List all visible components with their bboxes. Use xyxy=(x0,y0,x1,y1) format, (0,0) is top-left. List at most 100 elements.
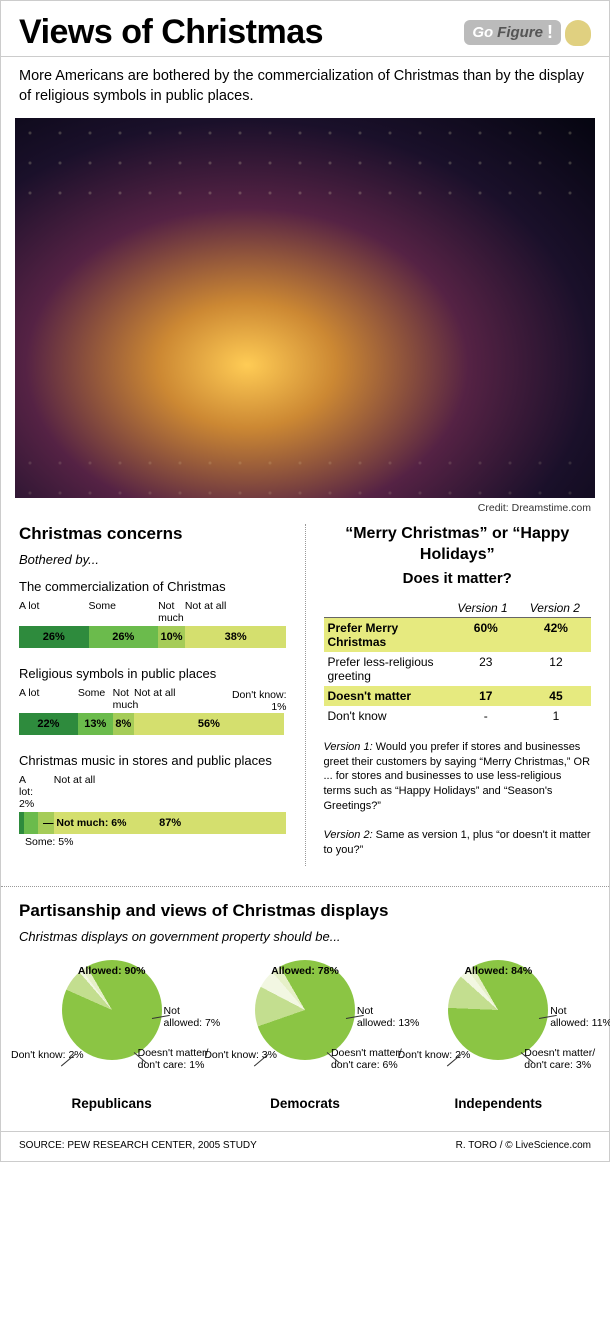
pref-row: Prefer less-religious greeting2312 xyxy=(324,652,592,686)
pref-cell-v2: 45 xyxy=(521,686,591,706)
pref-rows: Prefer Merry Christmas60%42%Prefer less-… xyxy=(324,618,592,726)
badge-mascot-icon xyxy=(565,20,591,46)
mid-columns: Christmas concerns Bothered by... The co… xyxy=(1,524,609,886)
gofigure-badge: GoFigure! xyxy=(464,20,591,46)
segment-label: Not much xyxy=(158,600,185,624)
version-note-2: Version 2: Same as version 1, plus “or d… xyxy=(324,828,592,858)
v2-label: Version 2: xyxy=(324,829,373,841)
pref-cell-v2: 12 xyxy=(521,652,591,686)
segment-label: A lot xyxy=(19,687,78,711)
stacked-bar: 22%13%8%56% xyxy=(19,713,287,735)
bar-segment xyxy=(24,812,37,834)
preferences-column: “Merry Christmas” or “Happy Holidays” Do… xyxy=(305,524,592,866)
extra-overlay-label: — Not much: 6% xyxy=(43,817,287,834)
pie-block: Allowed: 90%Notallowed: 7%Doesn't matter… xyxy=(19,960,204,1111)
badge-go: Go xyxy=(472,24,493,41)
bar-labels: A lot: 2%Not at all xyxy=(19,774,287,810)
segment-label xyxy=(38,774,54,810)
pie-label: Doesn't matter/don't care: 6% xyxy=(331,1048,402,1071)
concerns-column: Christmas concerns Bothered by... The co… xyxy=(19,524,287,866)
pref-cell-label: Doesn't matter xyxy=(324,686,451,706)
bar-segment: 8% xyxy=(113,713,134,735)
extra-below-label: Some: 5% xyxy=(25,836,287,848)
partisanship-title: Partisanship and views of Christmas disp… xyxy=(19,901,591,921)
image-credit: Credit: Dreamstime.com xyxy=(1,498,609,524)
pref-row: Doesn't matter1745 xyxy=(324,686,592,706)
stacked-bar: 26%26%10%38% xyxy=(19,626,287,648)
bar-segment: 26% xyxy=(89,626,159,648)
header: Views of Christmas GoFigure! xyxy=(1,1,609,57)
pie-label: Allowed: 84% xyxy=(464,966,532,978)
main-title: Views of Christmas xyxy=(19,13,323,52)
concerns-list: The commercialization of ChristmasA lotS… xyxy=(19,579,287,848)
concerns-subtitle: Bothered by... xyxy=(19,552,287,567)
partisanship-subtitle: Christmas displays on government propert… xyxy=(19,929,591,944)
pref-cell-v2: 1 xyxy=(521,706,591,726)
subtitle: More Americans are bothered by the comme… xyxy=(1,57,609,118)
footer-source: SOURCE: PEW RESEARCH CENTER, 2005 STUDY xyxy=(19,1140,257,1151)
pref-table: Version 1 Version 2 Prefer Merry Christm… xyxy=(324,601,592,726)
badge-bang: ! xyxy=(547,22,553,43)
footer-attribution: R. TORO / © LiveScience.com xyxy=(456,1140,591,1151)
version-note-1: Version 1: Would you prefer if stores an… xyxy=(324,740,592,814)
segment-label: Some xyxy=(78,687,113,711)
bar-segment: 10% xyxy=(158,626,185,648)
pie-label: Doesn't matter/don't care: 3% xyxy=(524,1048,595,1071)
concern-label: Christmas music in stores and public pla… xyxy=(19,753,287,768)
pref-row: Don't know-1 xyxy=(324,706,592,726)
segment-label: Not at all xyxy=(185,600,287,624)
hero-image-placeholder xyxy=(15,118,595,498)
bar-segment: 56% xyxy=(134,713,284,735)
segment-label: Some xyxy=(89,600,159,624)
bar-labels: A lotSomeNot muchNot at all xyxy=(19,687,287,711)
concern-label: Religious symbols in public places xyxy=(19,666,287,681)
pie-block: Allowed: 78%Notallowed: 13%Doesn't matte… xyxy=(212,960,397,1111)
footer: SOURCE: PEW RESEARCH CENTER, 2005 STUDY … xyxy=(1,1131,609,1161)
pref-cell-label: Prefer Merry Christmas xyxy=(324,618,451,652)
pie-wrap: Allowed: 84%Notallowed: 11%Doesn't matte… xyxy=(406,960,591,1090)
concerns-title: Christmas concerns xyxy=(19,524,287,544)
pref-cell-label: Don't know xyxy=(324,706,451,726)
bar-segment: 38% xyxy=(185,626,287,648)
pref-table-head: Version 1 Version 2 xyxy=(324,601,592,618)
pies-row: Allowed: 90%Notallowed: 7%Doesn't matter… xyxy=(19,960,591,1131)
pref-cell-label: Prefer less-religious greeting xyxy=(324,652,451,686)
segment-label: Not much xyxy=(113,687,134,711)
pref-cell-v1: - xyxy=(451,706,521,726)
pie-wrap: Allowed: 78%Notallowed: 13%Doesn't matte… xyxy=(212,960,397,1090)
pie-party-name: Democrats xyxy=(212,1096,397,1111)
pie-label: Allowed: 90% xyxy=(78,966,146,978)
partisanship-section: Partisanship and views of Christmas disp… xyxy=(1,886,609,1131)
bar-segment: 26% xyxy=(19,626,89,648)
pref-col2: Version 2 xyxy=(519,601,591,617)
pref-row: Prefer Merry Christmas60%42% xyxy=(324,618,592,652)
v1-label: Version 1: xyxy=(324,741,373,753)
concern-block: The commercialization of Christmas A lotS… xyxy=(19,579,287,648)
pref-title-1: “Merry Christmas” or “Happy Holidays” xyxy=(324,524,592,566)
pie-party-name: Independents xyxy=(406,1096,591,1111)
bar-labels: A lotSomeNot muchNot at all xyxy=(19,600,287,624)
bar-segment: 22% xyxy=(19,713,78,735)
pref-cell-v2: 42% xyxy=(521,618,591,652)
segment-label: A lot xyxy=(19,600,89,624)
segment-label: Not at all xyxy=(54,774,287,810)
badge-figure: Figure xyxy=(497,24,543,41)
pref-cell-v1: 17 xyxy=(451,686,521,706)
badge-box: GoFigure! xyxy=(464,20,561,45)
pie-block: Allowed: 84%Notallowed: 11%Doesn't matte… xyxy=(406,960,591,1111)
segment-label: Not at all xyxy=(134,687,284,711)
pref-cell-v1: 23 xyxy=(451,652,521,686)
bar-segment: 13% xyxy=(78,713,113,735)
pie-wrap: Allowed: 90%Notallowed: 7%Doesn't matter… xyxy=(19,960,204,1090)
hero-wrap xyxy=(1,118,609,498)
concern-label: The commercialization of Christmas xyxy=(19,579,287,594)
pie-label: Notallowed: 11% xyxy=(550,1006,610,1029)
pie-label: Doesn't matter/don't care: 1% xyxy=(138,1048,209,1071)
pref-col1: Version 1 xyxy=(446,601,518,617)
infographic-container: Views of Christmas GoFigure! More Americ… xyxy=(0,0,610,1162)
pie-party-name: Republicans xyxy=(19,1096,204,1111)
concern-block: Christmas music in stores and public pla… xyxy=(19,753,287,848)
concern-block: Religious symbols in public places A lotS… xyxy=(19,666,287,735)
pref-title-2: Does it matter? xyxy=(324,570,592,587)
pref-cell-v1: 60% xyxy=(451,618,521,652)
